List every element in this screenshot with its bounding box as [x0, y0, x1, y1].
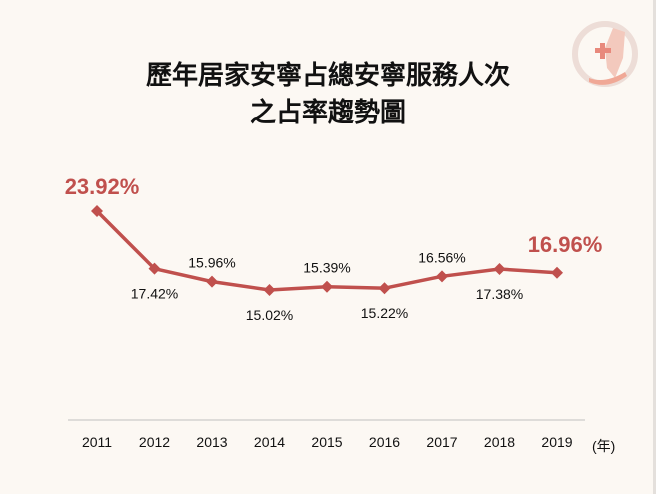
chart-title-line1: 歷年居家安寧占總安寧服務人次	[145, 61, 510, 91]
x-tick-label: 2013	[196, 434, 227, 450]
x-tick-label: 2018	[484, 434, 515, 450]
data-label: 15.39%	[303, 260, 350, 276]
data-label: 15.96%	[188, 255, 235, 271]
data-point-2017	[436, 270, 448, 283]
data-label: 15.02%	[246, 307, 293, 323]
data-label: 23.92%	[65, 174, 140, 199]
chart-title-line2: 之占率趨勢圖	[249, 98, 406, 128]
data-point-2012	[148, 262, 161, 275]
x-tick-label: 2012	[139, 434, 170, 450]
data-label: 17.42%	[131, 286, 178, 302]
data-point-2016	[378, 282, 391, 295]
data-point-2018	[493, 263, 506, 276]
data-point-2011	[91, 204, 103, 217]
data-point-2015	[321, 280, 333, 293]
data-point-2013	[206, 275, 218, 288]
x-tick-label: 2019	[541, 434, 572, 450]
data-point-2019	[551, 266, 563, 279]
data-point-2014	[263, 283, 276, 296]
x-tick-label: 2014	[254, 434, 285, 450]
foundation-logo	[572, 21, 638, 87]
x-tick-label: 2017	[426, 434, 457, 450]
series-line	[95, 209, 558, 292]
data-label: 16.96%	[528, 232, 603, 257]
x-tick-label: 2015	[311, 434, 342, 450]
data-label: 15.22%	[361, 305, 408, 321]
x-tick-label: 2016	[369, 434, 400, 450]
data-label: 17.38%	[476, 286, 523, 302]
x-tick-label: 2011	[82, 434, 112, 450]
x-axis-unit: (年)	[592, 438, 615, 454]
data-label: 16.56%	[418, 249, 465, 265]
